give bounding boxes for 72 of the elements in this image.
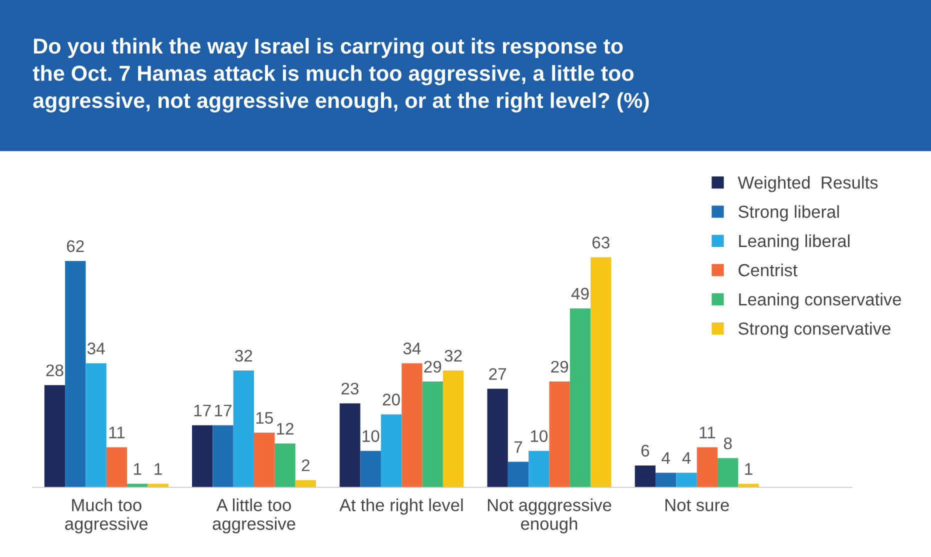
data-label: 2 bbox=[302, 459, 310, 472]
bar bbox=[718, 458, 738, 488]
legend-label: Strong liberal bbox=[738, 205, 839, 222]
data-label: 32 bbox=[235, 350, 252, 362]
legend-label: Centrist bbox=[738, 264, 798, 276]
data-label: 1 bbox=[745, 463, 752, 475]
data-label: 1 bbox=[134, 463, 142, 475]
data-label: 29 bbox=[551, 360, 568, 373]
bar bbox=[380, 414, 402, 488]
data-label: 4 bbox=[662, 452, 670, 464]
data-label: 29 bbox=[424, 360, 442, 373]
bar bbox=[148, 484, 168, 488]
data-label: 17 bbox=[215, 404, 232, 416]
bar bbox=[442, 370, 464, 488]
data-label: 15 bbox=[256, 412, 273, 424]
data-label: 63 bbox=[592, 236, 610, 248]
data-label: 4 bbox=[682, 452, 691, 464]
x-tick-label: A little too aggressive bbox=[212, 498, 296, 534]
bar bbox=[656, 472, 676, 488]
data-label: 17 bbox=[194, 404, 211, 416]
legend-label: Leaning conservative bbox=[739, 292, 902, 309]
data-label: 11 bbox=[700, 426, 716, 438]
bar bbox=[44, 385, 66, 488]
bar bbox=[676, 472, 697, 488]
data-label: 7 bbox=[514, 441, 522, 453]
bar bbox=[86, 363, 106, 488]
bar bbox=[634, 465, 656, 488]
bar bbox=[590, 257, 612, 488]
bar bbox=[254, 432, 275, 488]
bar bbox=[738, 484, 759, 488]
bar bbox=[422, 381, 443, 488]
bar bbox=[340, 403, 360, 488]
bar bbox=[487, 388, 508, 488]
legend-label: Strong conservative bbox=[738, 322, 890, 338]
x-tick-label: Much too aggressive bbox=[65, 498, 148, 534]
bar bbox=[212, 425, 234, 488]
x-tick-label: At the right level bbox=[339, 498, 463, 515]
data-label: 34 bbox=[403, 342, 421, 354]
data-label: 6 bbox=[641, 444, 650, 457]
data-label: 20 bbox=[382, 394, 400, 406]
data-label: 49 bbox=[571, 288, 589, 300]
data-label: 11 bbox=[109, 426, 125, 438]
bar bbox=[274, 444, 296, 488]
x-tick-label: Not agggressive enough bbox=[488, 498, 612, 534]
bar bbox=[696, 447, 718, 488]
bar bbox=[570, 308, 591, 488]
data-label: 10 bbox=[530, 430, 548, 442]
data-label: 28 bbox=[46, 364, 64, 376]
data-label: 12 bbox=[277, 422, 294, 435]
chart-title: Do you think the way Israel is carrying out its response to the Oct. 7 Hamas attack is much too aggressive, a little too aggressive, not aggressive enough, or at the right level? (%) bbox=[32, 38, 649, 112]
bar bbox=[106, 447, 128, 488]
bar bbox=[65, 260, 86, 488]
bar bbox=[528, 450, 550, 488]
data-label: 1 bbox=[154, 463, 162, 475]
data-label: 62 bbox=[66, 240, 84, 252]
bar bbox=[295, 480, 316, 488]
bar bbox=[549, 381, 570, 488]
bar bbox=[402, 363, 422, 488]
bar bbox=[233, 370, 254, 488]
data-label: 23 bbox=[342, 382, 358, 395]
bar bbox=[127, 484, 148, 488]
data-label: 8 bbox=[724, 438, 732, 450]
bar bbox=[192, 425, 213, 488]
bar bbox=[360, 450, 381, 488]
data-label: 27 bbox=[489, 368, 506, 380]
data-label: 10 bbox=[362, 430, 380, 442]
data-label: 32 bbox=[444, 350, 462, 362]
bar bbox=[508, 462, 529, 488]
data-label: 34 bbox=[87, 342, 105, 354]
legend-label: Weighted Results bbox=[738, 176, 878, 192]
x-tick-label: Not sure bbox=[665, 499, 729, 512]
legend-label: Leaning liberal bbox=[739, 234, 850, 251]
